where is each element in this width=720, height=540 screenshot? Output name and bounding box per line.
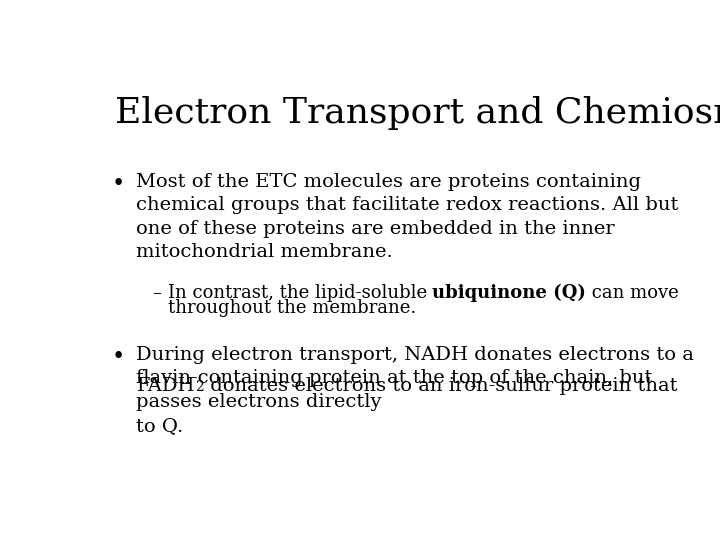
Text: throughout the membrane.: throughout the membrane. <box>168 299 415 317</box>
Text: ubiquinone (Q): ubiquinone (Q) <box>433 284 586 302</box>
Text: In contrast, the lipid-soluble: In contrast, the lipid-soluble <box>168 284 433 302</box>
Text: Electron Transport and Chemiosmosis: Electron Transport and Chemiosmosis <box>114 96 720 130</box>
Text: Most of the ETC molecules are proteins containing
chemical groups that facilitat: Most of the ETC molecules are proteins c… <box>137 173 679 261</box>
Text: FADH: FADH <box>137 377 195 395</box>
Text: can move: can move <box>586 284 679 302</box>
Text: •: • <box>112 173 125 194</box>
Text: •: • <box>112 346 125 368</box>
Text: donates electrons to an iron-sulfur protein that: donates electrons to an iron-sulfur prot… <box>204 377 678 395</box>
Text: 2: 2 <box>195 380 204 394</box>
Text: During electron transport, NADH donates electrons to a
flavin-containing protein: During electron transport, NADH donates … <box>137 346 694 388</box>
Text: passes electrons directly
to Q.: passes electrons directly to Q. <box>137 393 382 435</box>
Text: –: – <box>152 284 161 302</box>
